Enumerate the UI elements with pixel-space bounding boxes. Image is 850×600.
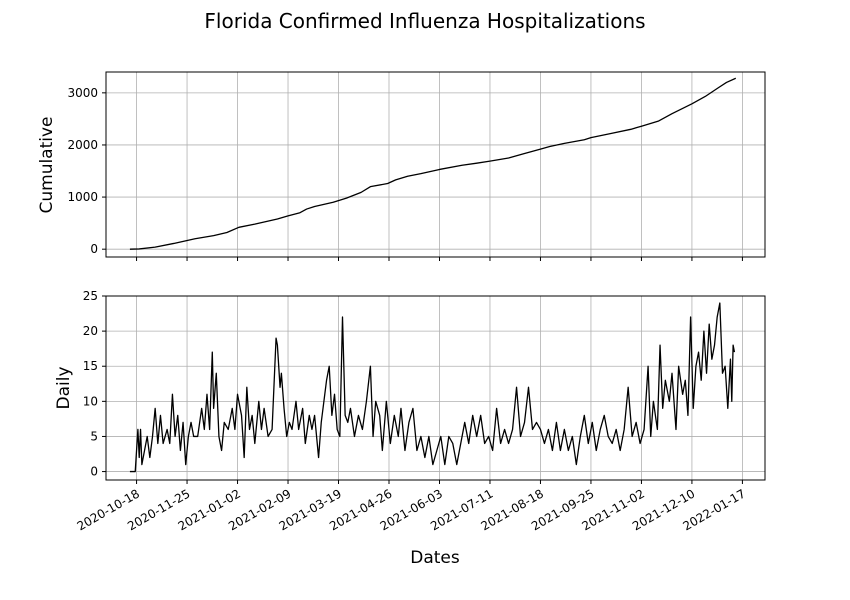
- y-tick-label: 20: [83, 324, 98, 338]
- daily-series-line: [129, 302, 736, 473]
- y-tick-label: 10: [83, 394, 98, 408]
- x-tick-labels: 2020-10-182020-11-252021-01-022021-02-09…: [75, 486, 748, 533]
- cumulative-y-axis-label: Cumulative: [37, 116, 57, 213]
- daily-panel: 0 5 10 15 20 25 Daily: [54, 289, 766, 484]
- y-tick-label: 1000: [67, 190, 98, 204]
- y-tick-label: 5: [90, 429, 98, 443]
- y-tick-label: 0: [90, 242, 98, 256]
- y-tick-label: 3000: [67, 86, 98, 100]
- cumulative-series-line: [129, 77, 737, 250]
- y-tick-label: 0: [90, 465, 98, 479]
- chart-title: Florida Confirmed Influenza Hospitalizat…: [204, 9, 645, 33]
- y-tick-label: 2000: [67, 138, 98, 152]
- daily-y-axis-label: Daily: [54, 366, 74, 409]
- cumulative-plot-frame: [105, 71, 766, 258]
- cumulative-panel: 0 1000 2000 3000 Cumulative: [37, 71, 766, 261]
- y-tick-label: 15: [83, 359, 98, 373]
- x-axis-label: Dates: [410, 548, 460, 568]
- daily-plot-frame: [105, 295, 766, 481]
- y-tick-label: 25: [83, 289, 98, 303]
